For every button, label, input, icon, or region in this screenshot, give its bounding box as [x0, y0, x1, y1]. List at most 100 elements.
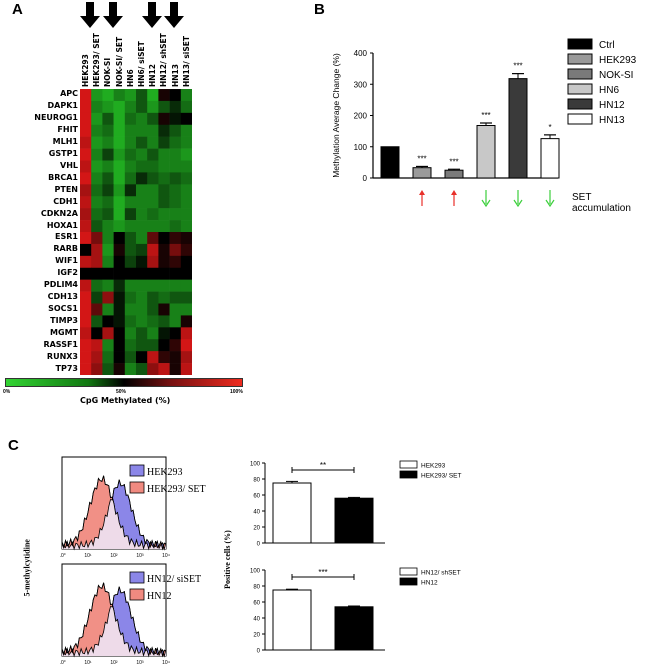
heatmap-cell	[147, 303, 159, 316]
heatmap-cell	[102, 160, 114, 173]
heatmap-cell	[136, 89, 148, 102]
heatmap-cell	[80, 279, 92, 292]
heatmap-cell	[124, 148, 137, 161]
heatmap-cell	[113, 172, 126, 185]
heatmap-cell	[180, 327, 192, 340]
heatmap-cell	[80, 255, 92, 269]
heatmap-cell	[91, 232, 103, 245]
heatmap-cell	[80, 112, 92, 126]
flow-outline-red	[61, 475, 167, 551]
significance-mark: ***	[481, 111, 490, 120]
heatmap-cell	[136, 232, 148, 245]
heatmap-cell	[136, 208, 148, 221]
heatmap-arrows	[80, 2, 184, 28]
legend-swatch	[567, 98, 593, 110]
gene-label: RARB	[53, 244, 78, 254]
heatmap-cell	[113, 160, 126, 173]
panel-c-top-chart: 0 20 40 60 80 100 ** HEK293 HEK293/ SET	[250, 460, 461, 548]
significance-mark: ***	[417, 154, 426, 163]
heatmap-cell	[113, 363, 126, 375]
heatmap-cell	[113, 255, 126, 269]
heatmap-cell	[113, 124, 126, 137]
flow-x-tick: 10⁴	[162, 553, 170, 558]
heatmap-cell	[80, 351, 92, 364]
gene-label: CDKN2A	[40, 208, 78, 218]
heatmap-cell	[147, 136, 159, 149]
flow-legend-swatch	[129, 464, 145, 477]
arrow-hn13-siset	[164, 2, 184, 28]
heatmap-cell	[91, 148, 103, 161]
legend-swatch	[567, 113, 593, 125]
heatmap-cell	[80, 89, 92, 102]
heatmap-cell	[169, 208, 182, 221]
panel-c-label: C	[8, 437, 19, 454]
heatmap-cell	[80, 339, 92, 352]
gene-label: HOXA1	[46, 220, 78, 230]
heatmap-cell	[147, 100, 159, 114]
heatmap-cell	[91, 279, 103, 292]
heatmap-cell	[102, 112, 114, 126]
heatmap-cell	[180, 243, 192, 257]
heatmap-cell	[180, 100, 192, 114]
y-tick-label: 100	[250, 462, 261, 468]
heatmap-cell	[136, 136, 148, 149]
heatmap-cell	[80, 291, 92, 304]
heatmap-column-label: HN12/ shSET	[159, 33, 169, 87]
heatmap-cell	[147, 172, 159, 185]
flow-legend-swatch	[129, 571, 145, 584]
heatmap-cell	[169, 160, 182, 173]
heatmap-column-label: HN13	[170, 64, 180, 87]
heatmap-cell	[169, 315, 182, 328]
heatmap-cell	[91, 136, 103, 149]
up-arrow-red-head	[419, 190, 425, 195]
heatmap-cell	[180, 124, 192, 137]
heatmap-cell	[136, 220, 148, 233]
heatmap-cell	[102, 124, 114, 137]
arrow-hek293-set	[80, 2, 100, 28]
heatmap-cell	[147, 112, 159, 126]
legend-swatch	[399, 577, 418, 586]
gene-label: SOCS1	[48, 303, 78, 313]
heatmap-cell	[91, 291, 103, 304]
heatmap-cell	[158, 136, 170, 149]
y-tick-label: 100	[354, 143, 368, 152]
heatmap-cell	[147, 232, 159, 245]
heatmap-cell	[169, 100, 182, 114]
heatmap-cell	[180, 136, 192, 149]
y-tick-label: 60	[253, 601, 260, 607]
gene-label: TIMP3	[50, 315, 78, 325]
heatmap-cell	[124, 291, 137, 304]
heatmap-cell	[124, 196, 137, 209]
heatmap-column-label: HN6/ siSET	[137, 41, 146, 87]
legend-label: HN6	[599, 85, 619, 96]
flow-histogram-top: 10° 10¹ 10² 10³ 10⁴ HEK293 HEK293/ SET	[60, 456, 206, 558]
gene-label: VHL	[60, 160, 78, 170]
heatmap-cell	[147, 160, 159, 173]
heatmap-cell	[102, 100, 114, 114]
heatmap-cell	[158, 112, 170, 126]
heatmap-cell	[169, 220, 182, 233]
legend-swatch	[567, 68, 593, 80]
heatmap-cell	[102, 148, 114, 161]
heatmap-cell	[180, 267, 192, 280]
heatmap-cell	[136, 255, 148, 269]
gene-label: IGF2	[57, 268, 78, 278]
heatmap-cell	[136, 124, 148, 137]
heatmap-cell	[180, 208, 192, 221]
heatmap-cell	[136, 267, 148, 280]
heatmap-cell	[80, 220, 92, 233]
legend-swatch	[567, 83, 593, 95]
heatmap-cell	[113, 243, 126, 257]
y-tick-label: 80	[253, 478, 260, 484]
heatmap-cell	[180, 303, 192, 316]
heatmap-cell	[136, 172, 148, 185]
heatmap-cell	[147, 89, 159, 102]
heatmap-cell	[158, 124, 170, 137]
heatmap-cell	[102, 220, 114, 233]
legend-swatch	[567, 38, 593, 50]
bar	[380, 146, 400, 179]
y-tick-label: 20	[253, 526, 260, 532]
heatmap-cell	[80, 363, 92, 375]
heatmap-cell	[102, 255, 114, 269]
heatmap-cell	[180, 232, 192, 245]
